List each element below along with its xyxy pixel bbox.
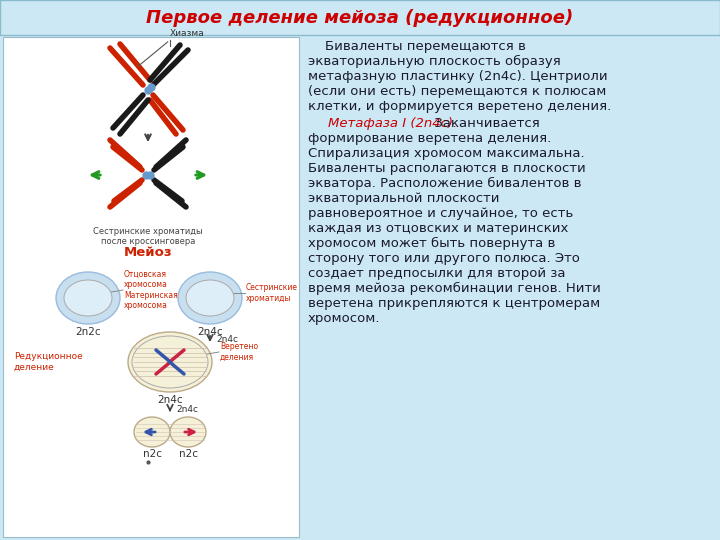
Text: экваториальной плоскости: экваториальной плоскости [308, 192, 500, 205]
Text: равновероятное и случайное, то есть: равновероятное и случайное, то есть [308, 207, 573, 220]
Text: каждая из отцовских и материнских: каждая из отцовских и материнских [308, 222, 568, 235]
Text: Хиазма: Хиазма [170, 29, 204, 38]
Ellipse shape [178, 272, 242, 324]
Ellipse shape [56, 272, 120, 324]
Text: Заканчивается: Заканчивается [431, 117, 540, 130]
Text: Сестринские
хроматиды: Сестринские хроматиды [246, 284, 298, 303]
Text: время мейоза рекомбинации генов. Нити: время мейоза рекомбинации генов. Нити [308, 282, 601, 295]
Text: формирование веретена деления.: формирование веретена деления. [308, 132, 552, 145]
Ellipse shape [186, 280, 234, 316]
Text: 2n2c: 2n2c [75, 327, 101, 337]
Text: 2n4c: 2n4c [216, 334, 238, 343]
Text: метафазную пластинку (2n4c). Центриоли: метафазную пластинку (2n4c). Центриоли [308, 70, 608, 83]
Text: хромосом.: хромосом. [308, 312, 380, 325]
Text: Биваленты располагаются в плоскости: Биваленты располагаются в плоскости [308, 162, 586, 175]
Text: Сестринские хроматиды
после кроссинговера: Сестринские хроматиды после кроссинговер… [93, 227, 203, 246]
Text: Редукционное
деление: Редукционное деление [14, 352, 83, 372]
Ellipse shape [132, 336, 208, 388]
Ellipse shape [128, 332, 212, 392]
Ellipse shape [170, 417, 206, 447]
Text: 2n4c: 2n4c [176, 406, 198, 415]
FancyBboxPatch shape [0, 0, 720, 35]
Text: Веретено
деления: Веретено деления [220, 342, 258, 362]
Text: Метафаза I (2n4c).: Метафаза I (2n4c). [328, 117, 457, 130]
Text: хромосом может быть повернута в: хромосом может быть повернута в [308, 237, 555, 250]
Ellipse shape [134, 417, 170, 447]
Text: веретена прикрепляются к центромерам: веретена прикрепляются к центромерам [308, 297, 600, 310]
Text: создает предпосылки для второй за: создает предпосылки для второй за [308, 267, 565, 280]
Text: Спирализация хромосом максимальна.: Спирализация хромосом максимальна. [308, 147, 585, 160]
Text: Мейоз: Мейоз [124, 246, 172, 259]
FancyBboxPatch shape [302, 37, 717, 537]
Text: сторону того или другого полюса. Это: сторону того или другого полюса. Это [308, 252, 580, 265]
Ellipse shape [64, 280, 112, 316]
Text: n2c: n2c [179, 449, 197, 459]
Text: экваториальную плоскость образуя: экваториальную плоскость образуя [308, 55, 561, 68]
FancyBboxPatch shape [3, 37, 299, 537]
Text: n2c: n2c [143, 449, 161, 459]
Text: 2n4c: 2n4c [197, 327, 222, 337]
Text: 2n4c: 2n4c [157, 395, 183, 405]
Text: Биваленты перемещаются в: Биваленты перемещаются в [308, 40, 526, 53]
Text: (если они есть) перемещаются к полюсам: (если они есть) перемещаются к полюсам [308, 85, 606, 98]
Text: Отцовская
хромосома
Материнская
хромосома: Отцовская хромосома Материнская хромосом… [124, 270, 178, 310]
Text: экватора. Расположение бивалентов в: экватора. Расположение бивалентов в [308, 177, 582, 190]
Text: клетки, и формируется веретено деления.: клетки, и формируется веретено деления. [308, 100, 611, 113]
Text: Первое деление мейоза (редукционное): Первое деление мейоза (редукционное) [146, 9, 574, 27]
